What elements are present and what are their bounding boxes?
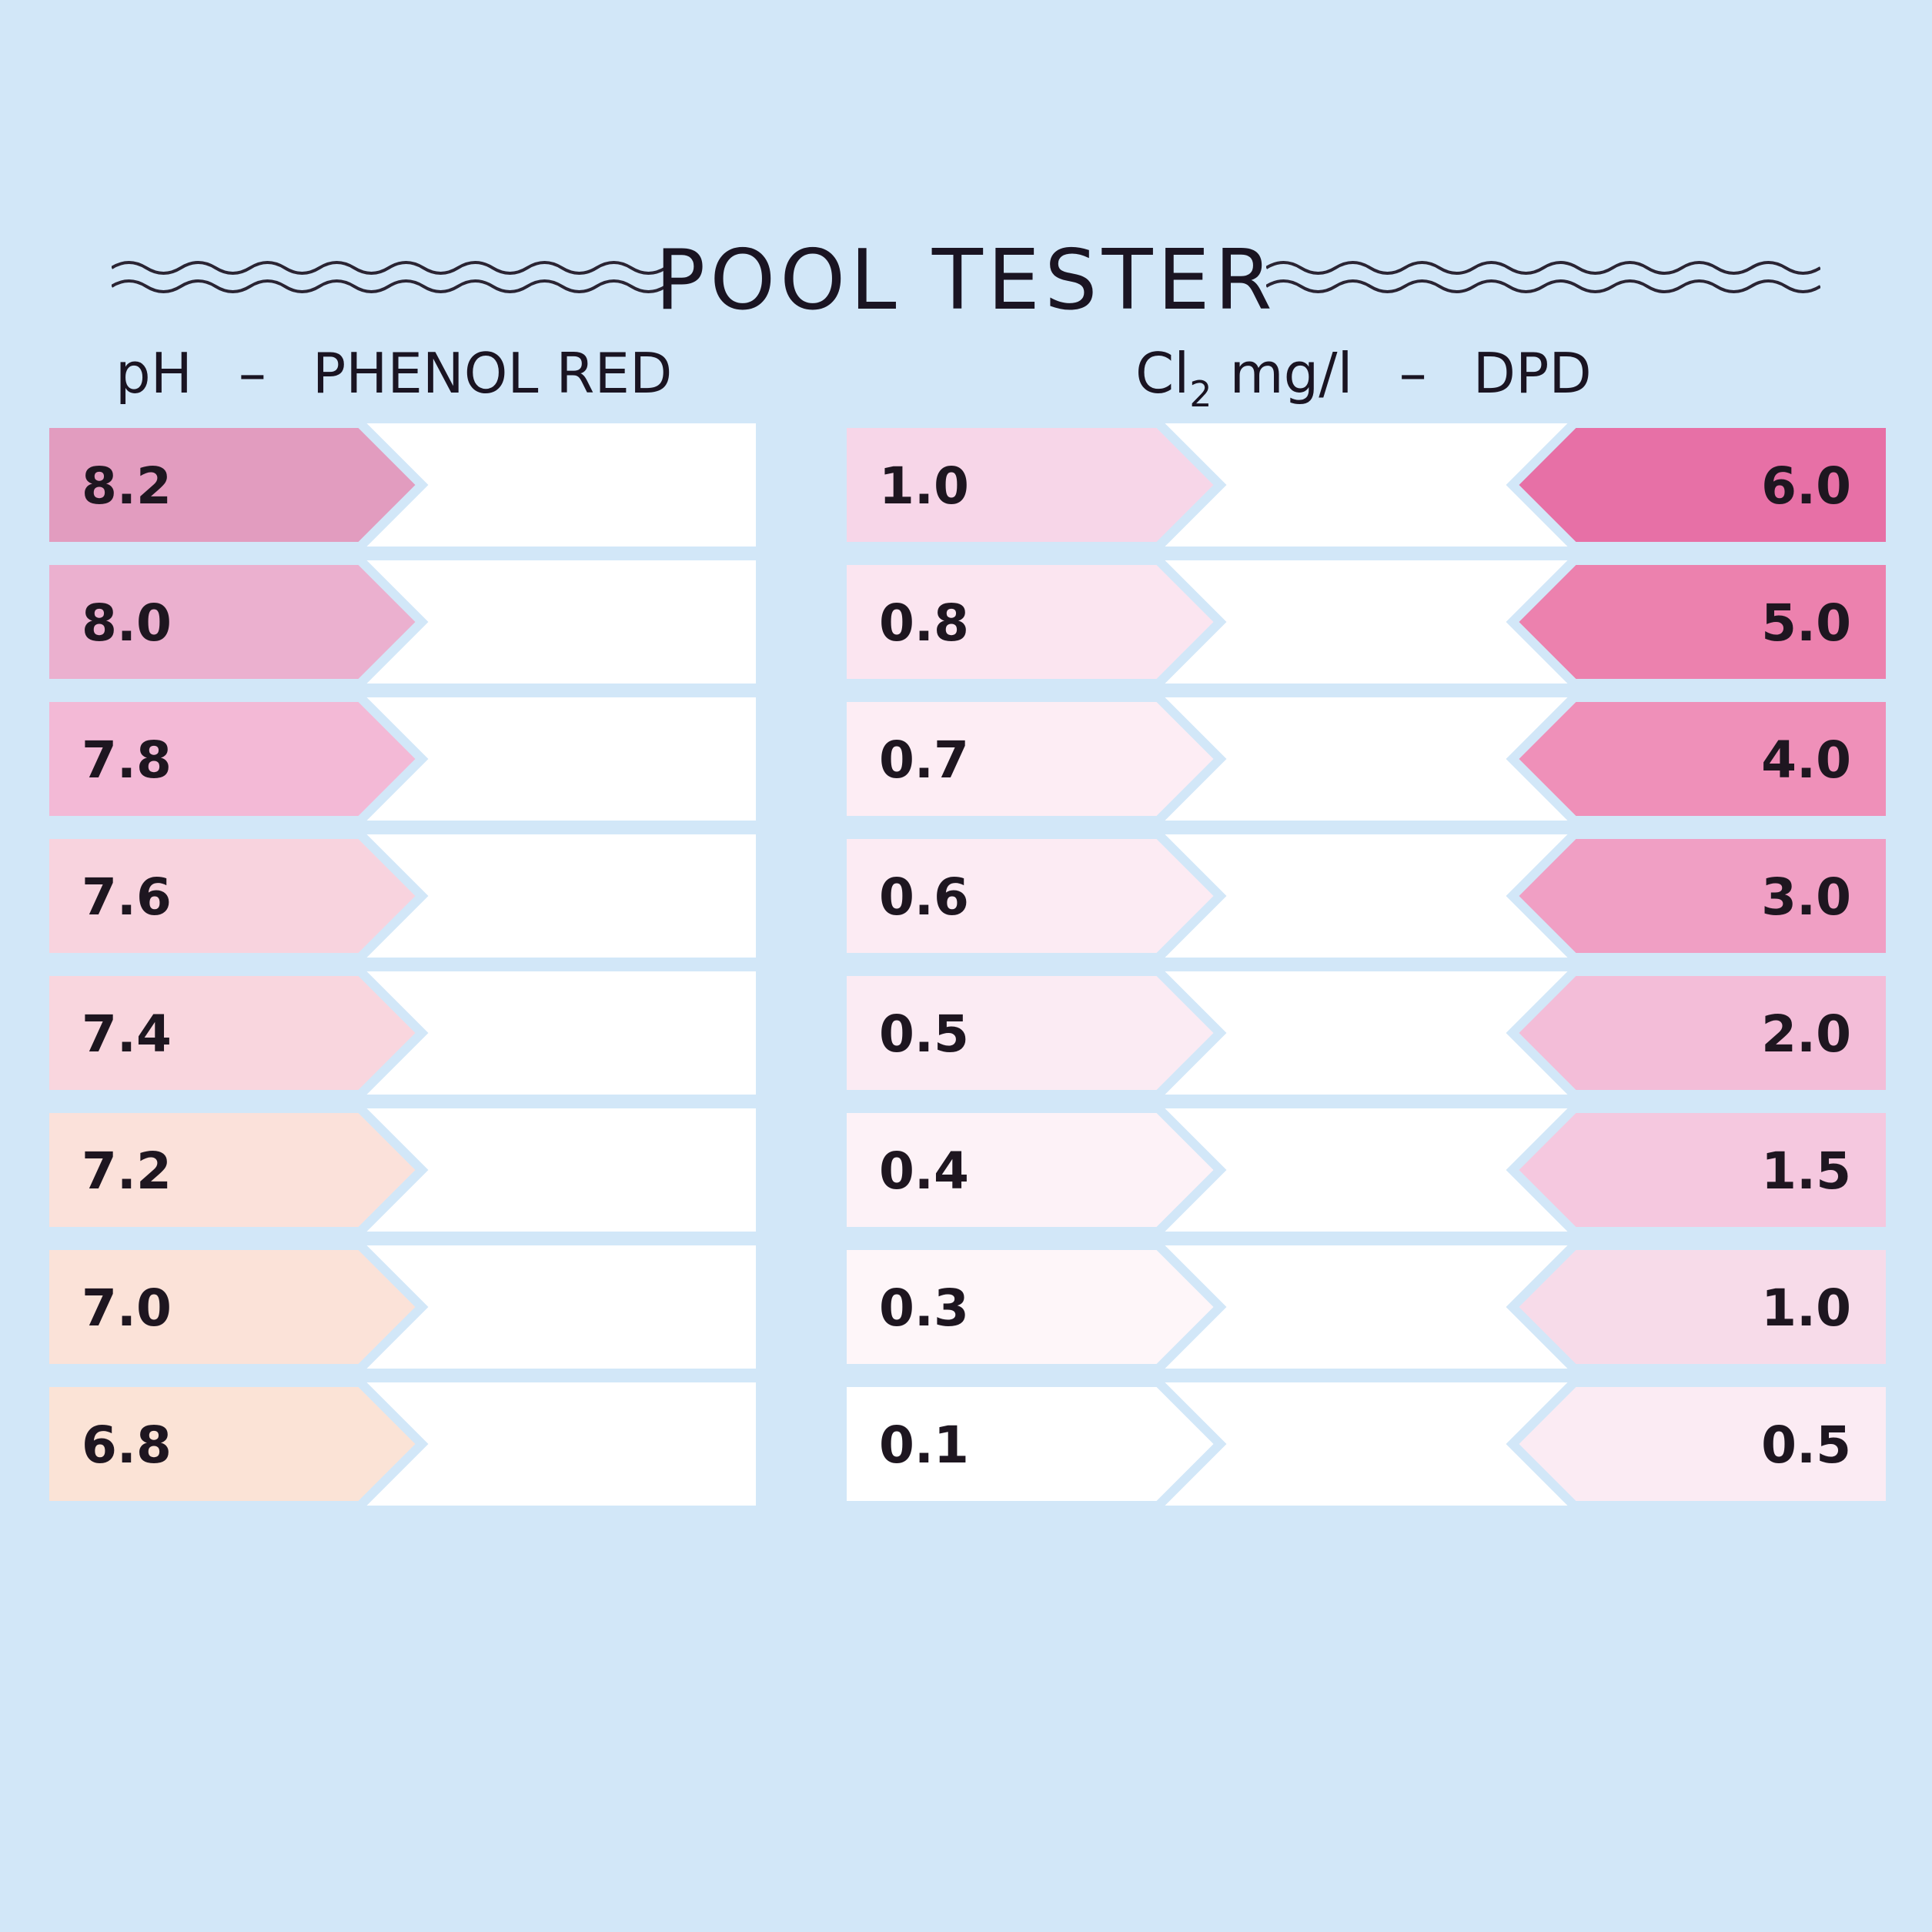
chlorine-swatch-edge-right (1889, 1241, 1895, 1373)
chlorine-row: 1.0 6.0 (837, 419, 1895, 551)
chlorine-low-value-label: 0.7 (879, 730, 969, 790)
chlorine-heading-subscript: 2 (1189, 373, 1212, 415)
chlorine-low-value-label: 0.3 (879, 1279, 969, 1338)
ph-row: 7.0 (40, 1241, 756, 1373)
chlorine-swatch-edge-right (1889, 830, 1895, 962)
ph-heading: pH – PHENOL RED (115, 339, 672, 408)
chlorine-high-value-label: 0.5 (1761, 1416, 1851, 1475)
chlorine-row: 0.4 1.5 (837, 1104, 1895, 1236)
ph-value-label: 7.8 (82, 730, 172, 790)
chlorine-low-value-label: 1.0 (879, 456, 969, 516)
ph-row: 6.8 (40, 1378, 756, 1510)
chlorine-low-value-label: 0.6 (879, 867, 969, 927)
wave-decoration-right (1266, 261, 1820, 293)
ph-swatch-edge (40, 967, 46, 1099)
chlorine-swatch-edge-left (837, 1378, 844, 1510)
wave-decoration-left (112, 261, 666, 293)
chlorine-high-value-label: 3.0 (1761, 867, 1851, 927)
chlorine-heading-dash: – (1399, 341, 1427, 406)
ph-swatch-edge (40, 693, 46, 825)
chlorine-swatch-edge-left (837, 1241, 844, 1373)
chlorine-swatch-edge-right (1889, 693, 1895, 825)
chlorine-swatch-edge-right (1889, 556, 1895, 688)
ph-swatch-edge (40, 1378, 46, 1510)
ph-swatch-edge (40, 556, 46, 688)
ph-value-label: 7.2 (82, 1141, 172, 1201)
ph-heading-dash: – (238, 341, 266, 406)
chlorine-swatch-edge-left (837, 830, 844, 962)
chlorine-swatch-edge-left (837, 419, 844, 551)
chlorine-swatch-edge-right (1889, 1104, 1895, 1236)
chlorine-row: 0.5 2.0 (837, 967, 1895, 1099)
chlorine-row: 0.7 4.0 (837, 693, 1895, 825)
ph-value-label: 8.0 (82, 593, 172, 653)
ph-value-label: 7.4 (82, 1004, 172, 1064)
ph-value-label: 8.2 (82, 456, 172, 516)
chlorine-high-value-label: 6.0 (1761, 456, 1851, 516)
chlorine-high-value-label: 1.0 (1761, 1279, 1851, 1338)
ph-swatch-edge (40, 1241, 46, 1373)
chlorine-row: 0.3 1.0 (837, 1241, 1895, 1373)
chlorine-swatch-edge-right (1889, 1378, 1895, 1510)
ph-row: 8.2 (40, 419, 756, 551)
chlorine-high-value-label: 5.0 (1761, 593, 1851, 653)
ph-swatch-edge (40, 1104, 46, 1236)
ph-swatch-edge (40, 419, 46, 551)
ph-swatch-edge (40, 830, 46, 962)
chlorine-swatch-edge-left (837, 556, 844, 688)
ph-value-label: 7.6 (82, 867, 172, 927)
chlorine-swatch-edge-left (837, 967, 844, 1099)
chlorine-low-value-label: 0.1 (879, 1416, 969, 1475)
chlorine-heading: Cl2 mg/l – DPD (1135, 339, 1592, 412)
chlorine-low-value-label: 0.4 (879, 1141, 969, 1201)
chlorine-swatch-edge-right (1889, 967, 1895, 1099)
ph-heading-name: pH (115, 341, 192, 406)
chlorine-swatch-edge-right (1889, 419, 1895, 551)
chlorine-heading-formula: Cl (1135, 341, 1190, 406)
chlorine-high-value-label: 1.5 (1761, 1141, 1851, 1201)
ph-row: 8.0 (40, 556, 756, 688)
ph-row: 7.6 (40, 830, 756, 962)
chlorine-heading-method: DPD (1472, 341, 1592, 406)
page-title: POOL TESTER (655, 232, 1277, 329)
chlorine-low-value-label: 0.8 (879, 593, 969, 653)
ph-row: 7.8 (40, 693, 756, 825)
ph-heading-method: PHENOL RED (312, 341, 673, 406)
ph-row: 7.4 (40, 967, 756, 1099)
chlorine-row: 0.1 0.5 (837, 1378, 1895, 1510)
chlorine-heading-unit: mg/l (1229, 341, 1353, 406)
ph-value-label: 6.8 (82, 1416, 172, 1475)
chlorine-swatch-edge-left (837, 1104, 844, 1236)
chlorine-high-value-label: 2.0 (1761, 1004, 1851, 1064)
chlorine-low-value-label: 0.5 (879, 1004, 969, 1064)
chlorine-row: 0.6 3.0 (837, 830, 1895, 962)
ph-row: 7.2 (40, 1104, 756, 1236)
ph-value-label: 7.0 (82, 1279, 172, 1338)
chlorine-row: 0.8 5.0 (837, 556, 1895, 688)
chlorine-swatch-edge-left (837, 693, 844, 825)
chlorine-high-value-label: 4.0 (1761, 730, 1851, 790)
